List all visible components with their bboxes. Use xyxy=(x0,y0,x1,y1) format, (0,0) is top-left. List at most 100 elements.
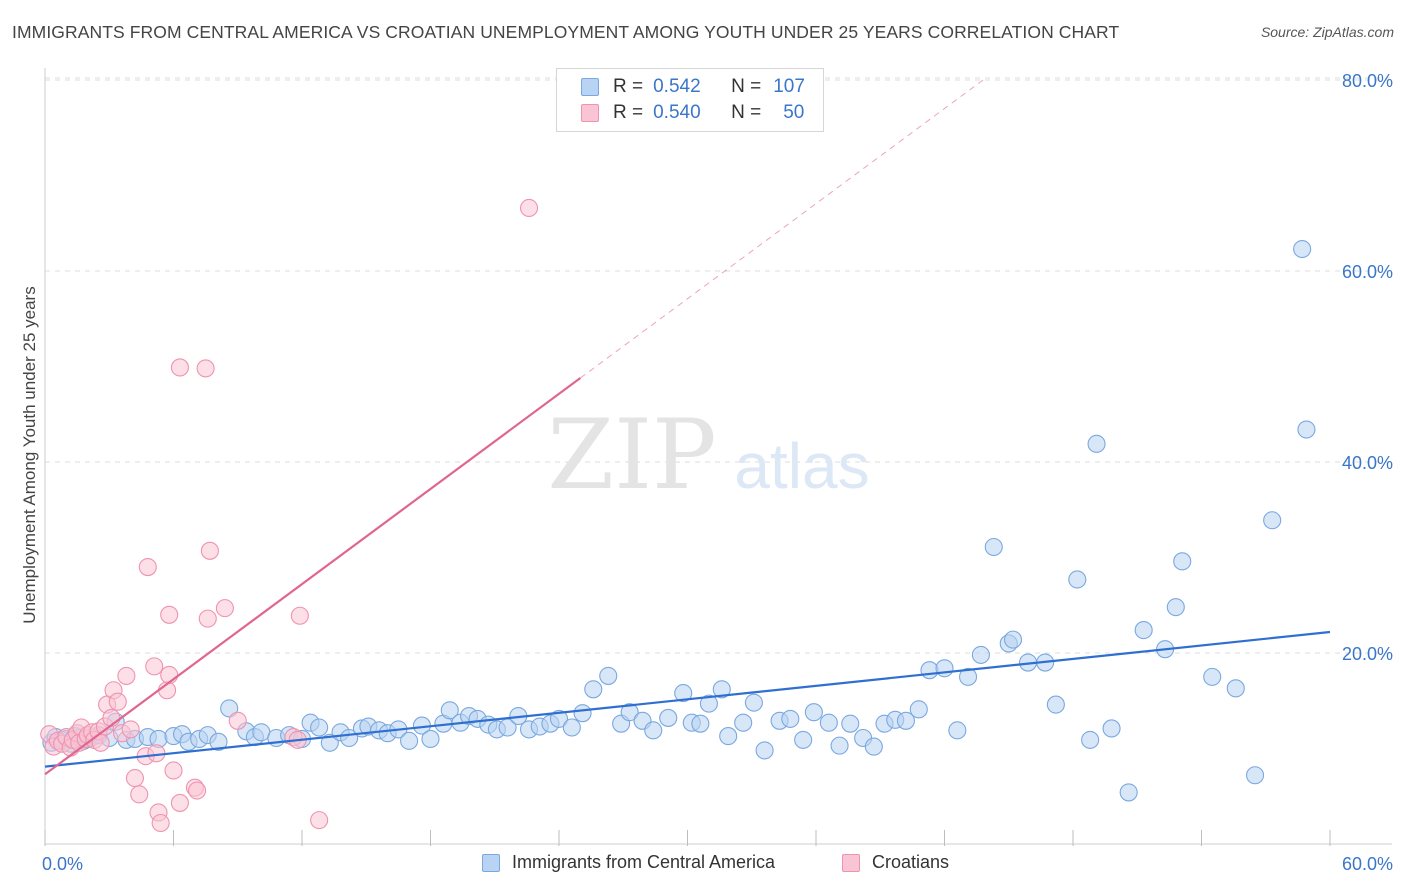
central-america-point xyxy=(1245,766,1265,785)
central-america-point xyxy=(440,701,459,720)
central-america-point xyxy=(1263,511,1282,530)
central-america-point xyxy=(984,537,1003,557)
croatian-point xyxy=(290,606,309,625)
croatian-point xyxy=(215,599,234,618)
legend-r-value: 0.542 xyxy=(653,76,701,97)
croatian-point xyxy=(519,198,539,218)
central-america-point xyxy=(959,667,978,686)
croatian-point xyxy=(151,813,170,833)
central-america-point xyxy=(971,645,990,664)
legend-r-label: R = xyxy=(613,76,644,97)
croatian-point xyxy=(188,781,207,800)
central-america-point xyxy=(830,736,849,755)
croatian-point xyxy=(145,657,164,676)
croatian-point xyxy=(108,692,127,711)
legend-r-value: 0.540 xyxy=(653,102,701,123)
legend-r-label: R = xyxy=(613,102,644,123)
central-america-point xyxy=(841,714,860,733)
central-america-point xyxy=(584,680,603,699)
central-america-point xyxy=(794,730,813,749)
source-credit: Source: ZipAtlas.com xyxy=(1260,24,1394,40)
central-america-point xyxy=(691,714,710,733)
bottom-legend-label: Croatians xyxy=(872,852,950,872)
legend-n-label: N = xyxy=(731,76,762,97)
legend-n-value: 107 xyxy=(773,76,805,97)
croatian-point xyxy=(138,557,157,577)
central-america-point xyxy=(659,708,678,727)
central-america-point xyxy=(734,713,753,732)
x-tick-label: 0.0% xyxy=(42,854,83,874)
legend-swatch-blue xyxy=(581,78,599,96)
central-america-point xyxy=(573,704,592,723)
y-tick-label: 40.0% xyxy=(1342,453,1393,473)
central-america-point xyxy=(819,713,838,732)
croatian-point xyxy=(198,609,217,628)
central-america-point xyxy=(1293,239,1312,259)
croatian-point xyxy=(117,666,136,685)
central-america-trend-line xyxy=(44,630,1331,768)
y-tick-label: 20.0% xyxy=(1342,644,1393,664)
central-america-point xyxy=(562,718,581,737)
legend-row-croatians: R = 0.540 N = 50 xyxy=(581,101,804,125)
y-tick-label: 80.0% xyxy=(1342,71,1393,91)
central-america-point xyxy=(896,711,916,730)
croatian-point xyxy=(170,358,189,377)
central-america-point xyxy=(1134,621,1153,640)
legend-row-central-america: R = 0.542 N = 107 xyxy=(581,75,805,99)
y-axis-label: Unemployment Among Youth under 25 years xyxy=(20,286,39,623)
croatian-point xyxy=(196,359,215,378)
central-america-point xyxy=(935,659,954,678)
central-america-point xyxy=(1203,667,1222,686)
legend-n-value: 50 xyxy=(783,102,805,123)
central-america-point xyxy=(1046,695,1065,714)
bottom-legend-central-america: Immigrants from Central America xyxy=(482,852,775,873)
central-america-point xyxy=(209,732,228,751)
croatian-point xyxy=(170,793,189,812)
legend-n-label: N = xyxy=(731,102,762,123)
central-america-point xyxy=(719,727,738,746)
central-america-point xyxy=(220,699,239,718)
y-tick-label: 60.0% xyxy=(1342,262,1393,282)
legend-swatch-pink xyxy=(581,104,599,122)
central-america-point xyxy=(864,737,883,756)
croatian-point xyxy=(228,711,247,730)
bottom-legend-swatch-blue xyxy=(482,853,500,872)
central-america-point xyxy=(804,703,823,722)
central-america-point xyxy=(948,721,967,740)
bottom-legend-label: Immigrants from Central America xyxy=(512,852,776,872)
central-america-point xyxy=(1166,598,1185,617)
central-america-point xyxy=(1297,420,1316,439)
central-america-point xyxy=(1087,434,1106,453)
croatian-point xyxy=(125,769,144,788)
central-america-point xyxy=(699,694,718,713)
central-america-point xyxy=(400,731,419,750)
croatian-point xyxy=(310,811,329,830)
central-america-point xyxy=(549,709,569,728)
central-america-point xyxy=(1003,630,1023,649)
croatian-point xyxy=(164,761,183,780)
central-america-point xyxy=(1173,552,1192,571)
tick-labels: 20.0% 40.0% 60.0% 80.0% 0.0% 60.0% xyxy=(42,71,1393,874)
central-america-point xyxy=(620,703,639,722)
central-america-point xyxy=(599,666,618,685)
watermark-zip: ZIP xyxy=(547,399,716,511)
croatian-point xyxy=(200,541,219,560)
bottom-legend-swatch-pink xyxy=(842,853,860,872)
croatian-point xyxy=(121,720,140,739)
central-america-point xyxy=(421,729,440,749)
central-america-point xyxy=(909,700,928,719)
chart-title: IMMIGRANTS FROM CENTRAL AMERICA VS CROAT… xyxy=(12,22,1120,42)
watermark-atlas: atlas xyxy=(734,430,869,502)
trend-lines xyxy=(44,79,1331,776)
central-america-point xyxy=(1081,730,1100,749)
croatian-point xyxy=(160,665,179,685)
central-america-point xyxy=(1068,570,1087,589)
central-america-point xyxy=(1119,783,1138,802)
croatians-trend-line xyxy=(44,377,582,776)
central-america-point xyxy=(920,661,939,680)
central-america-point xyxy=(674,684,693,703)
croatian-point xyxy=(130,785,149,804)
croatian-point xyxy=(160,605,179,624)
central-america-point xyxy=(1102,719,1121,738)
central-america-point xyxy=(744,693,763,712)
